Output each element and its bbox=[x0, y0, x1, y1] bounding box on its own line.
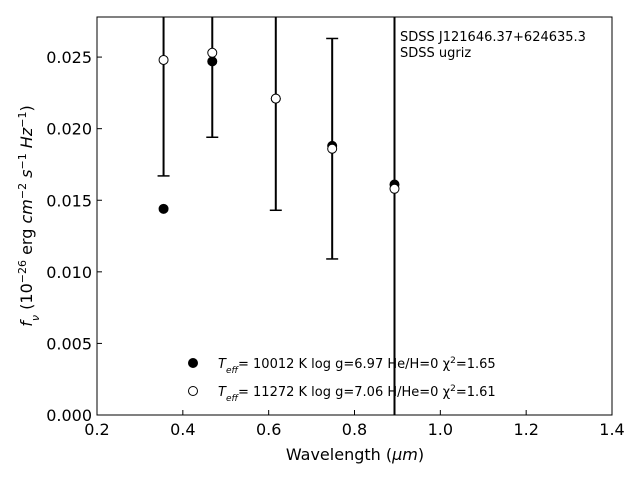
y-tick-label: 0.005 bbox=[46, 334, 92, 353]
point-open-circle bbox=[270, 93, 281, 104]
y-tick-label: 0.015 bbox=[46, 191, 92, 210]
point-open-circle bbox=[207, 47, 218, 58]
x-axis-ticks: 0.2 0.4 0.6 0.8 1.0 1.2 1.4 bbox=[84, 410, 625, 439]
error-bars bbox=[157, 17, 396, 415]
y-tick-label: 0.025 bbox=[46, 48, 92, 67]
legend-marker-filled bbox=[188, 358, 198, 368]
point-filled-circle bbox=[158, 203, 169, 214]
y-tick-label: 0.000 bbox=[46, 406, 92, 425]
x-tick-label: 0.4 bbox=[170, 420, 195, 439]
x-tick-label: 0.8 bbox=[342, 420, 367, 439]
x-tick-label: 0.2 bbox=[84, 420, 109, 439]
data-points bbox=[158, 47, 400, 214]
x-tick-label: 0.6 bbox=[256, 420, 281, 439]
plot-area bbox=[96, 16, 613, 416]
point-filled-circle bbox=[207, 56, 218, 67]
point-open-circle bbox=[158, 54, 169, 65]
y-tick-label: 0.020 bbox=[46, 120, 92, 139]
x-axis-label: Wavelength (μm) bbox=[286, 445, 424, 464]
legend-label-h-model: Teff= 11272 K log g=7.06 H/He=0 χ2=1.61 bbox=[218, 384, 496, 404]
y-axis-label: fν (10−26 erg cm−2 s−1 Hz−1) bbox=[16, 105, 42, 326]
y-axis-ticks: 0.000 0.005 0.010 0.015 0.020 0.025 bbox=[46, 48, 102, 425]
legend-marker-open bbox=[188, 386, 198, 396]
annotation-object-name: SDSS J121646.37+624635.3 bbox=[400, 30, 586, 45]
point-open-circle bbox=[327, 143, 338, 154]
x-tick-label: 1.2 bbox=[513, 420, 538, 439]
point-open-circle bbox=[389, 183, 400, 194]
legend: Teff= 10012 K log g=6.97 He/H=0 χ2=1.65 … bbox=[188, 356, 496, 404]
y-tick-label: 0.010 bbox=[46, 263, 92, 282]
x-tick-label: 1.4 bbox=[599, 420, 624, 439]
legend-label-he-model: Teff= 10012 K log g=6.97 He/H=0 χ2=1.65 bbox=[218, 356, 496, 376]
x-tick-label: 1.0 bbox=[428, 420, 453, 439]
annotation-filters: SDSS ugriz bbox=[400, 46, 471, 61]
